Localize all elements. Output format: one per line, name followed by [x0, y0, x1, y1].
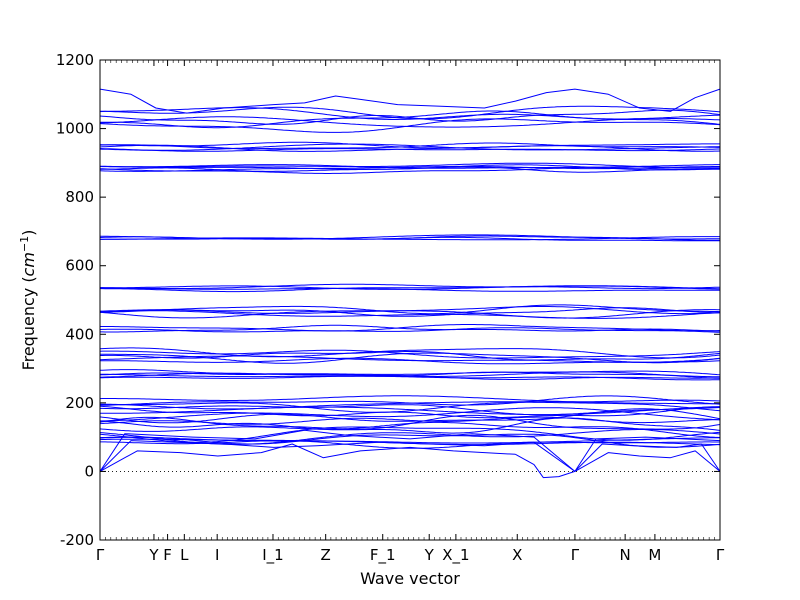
- band-line: [99, 118, 721, 133]
- band-line: [99, 141, 720, 149]
- x-tick-label: F: [163, 546, 172, 564]
- band-line: [100, 304, 721, 315]
- band-line: [99, 395, 720, 405]
- band-line: [99, 144, 721, 152]
- band-line: [100, 164, 720, 169]
- x-tick-label: M: [648, 546, 661, 564]
- band-line: [99, 327, 721, 333]
- acoustic-band-line: [574, 443, 721, 472]
- band-line: [99, 109, 721, 125]
- acoustic-band-line: [99, 429, 576, 472]
- band-line: [99, 355, 721, 363]
- x-tick-label: Γ: [716, 546, 725, 564]
- band-line: [100, 234, 720, 240]
- band-line: [99, 395, 721, 406]
- plot-area: [99, 59, 721, 541]
- x-axis-label: Wave vector: [360, 569, 460, 588]
- band-lines: [99, 88, 721, 479]
- band-line: [100, 286, 720, 293]
- band-line: [100, 162, 720, 169]
- acoustic-band-line: [99, 440, 576, 472]
- band-line: [100, 401, 721, 413]
- x-tick-label: Y: [148, 546, 159, 564]
- x-tick-label: Γ: [571, 546, 580, 564]
- band-line: [99, 143, 721, 151]
- y-tick-label: 400: [65, 325, 94, 343]
- y-axis-label: Frequency (cm−1): [18, 230, 39, 371]
- acoustic-band-line: [99, 443, 516, 472]
- x-tick-label: X: [512, 546, 522, 564]
- band-line: [100, 406, 721, 416]
- band-line: [99, 347, 721, 359]
- y-axis-ticks: -200 0 200 400 600 800 1000 1200: [56, 51, 720, 549]
- x-tick-label: Z: [321, 546, 331, 564]
- band-line: [100, 407, 721, 422]
- band-line-top: [99, 88, 721, 114]
- band-line: [99, 416, 720, 425]
- acoustic-band-line: [574, 436, 721, 472]
- band-line: [100, 324, 720, 333]
- band-line: [99, 164, 721, 171]
- y-tick-label: 600: [65, 257, 94, 275]
- band-line: [99, 371, 720, 378]
- band-line: [99, 310, 721, 319]
- band-line: [99, 166, 720, 174]
- acoustic-band-line: [574, 450, 721, 472]
- x-tick-label: F_1: [370, 546, 396, 565]
- band-line: [100, 306, 721, 315]
- x-tick-label: N: [620, 546, 631, 564]
- band-line: [100, 371, 721, 379]
- x-tick-label: I_1: [262, 546, 283, 565]
- x-tick-label: L: [180, 546, 189, 564]
- y-tick-label: 800: [65, 188, 94, 206]
- y-tick-label: 1200: [56, 51, 94, 69]
- band-line: [99, 436, 721, 444]
- band-line: [100, 324, 721, 332]
- band-line: [99, 405, 720, 419]
- y-tick-label: 1000: [56, 120, 94, 138]
- band-line: [100, 283, 720, 290]
- x-tick-label: Γ: [96, 546, 105, 564]
- x-axis-ticks: Γ Y F L I I_1 Z F_1 Y X_1 X Γ N M Γ: [96, 60, 725, 565]
- y-tick-label: -200: [60, 531, 94, 549]
- band-line: [99, 105, 721, 120]
- band-line: [99, 433, 721, 448]
- band-line: [99, 142, 720, 150]
- band-line: [99, 349, 721, 359]
- acoustic-band-line: [515, 453, 576, 479]
- y-tick-label: 0: [84, 462, 94, 480]
- x-tick-label: Y: [424, 546, 435, 564]
- y-tick-label: 200: [65, 394, 94, 412]
- band-line: [99, 369, 721, 376]
- x-tick-label: I: [215, 546, 219, 564]
- x-tick-label: X_1: [442, 546, 469, 565]
- band-line: [99, 408, 721, 424]
- band-line: [100, 351, 721, 361]
- band-line: [99, 107, 721, 120]
